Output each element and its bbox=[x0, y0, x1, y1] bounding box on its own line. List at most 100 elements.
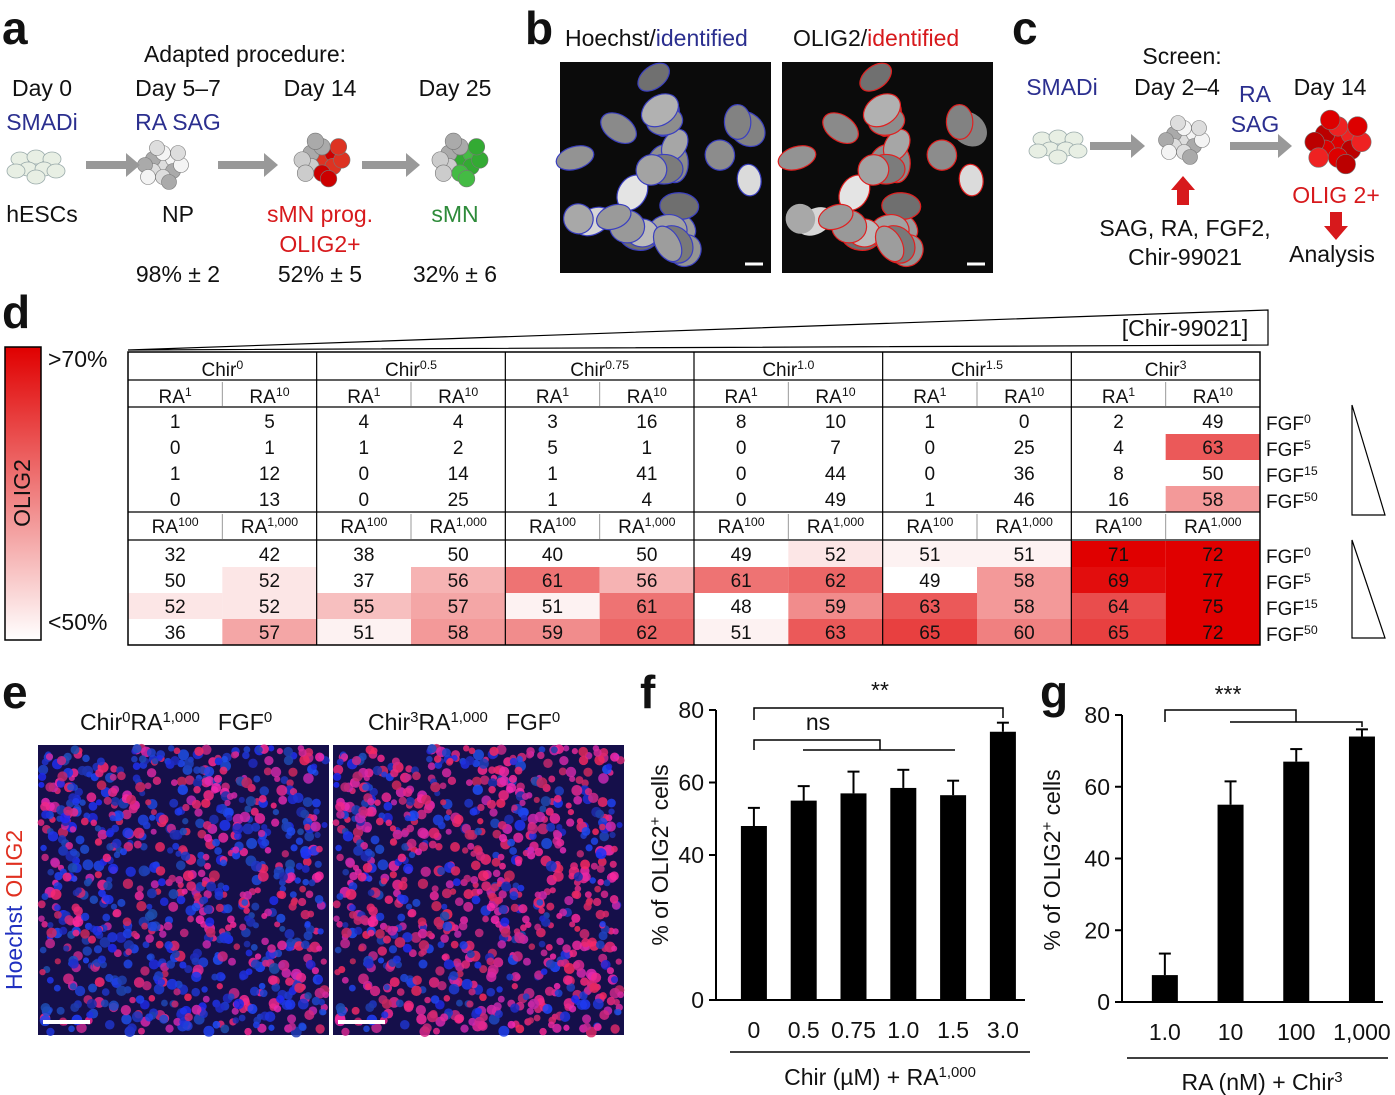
nucleus bbox=[539, 1027, 547, 1036]
nucleus bbox=[333, 781, 340, 788]
heat-cell bbox=[1165, 434, 1260, 460]
nucleus bbox=[304, 747, 314, 757]
nucleus bbox=[492, 869, 501, 878]
nucleus bbox=[184, 775, 195, 785]
nucleus bbox=[239, 811, 251, 823]
superscript: 100 bbox=[744, 515, 765, 529]
nucleus bbox=[110, 765, 118, 773]
nucleus bbox=[349, 958, 356, 965]
nucleus bbox=[150, 880, 159, 889]
nucleus bbox=[608, 808, 615, 815]
nucleus bbox=[592, 998, 604, 1010]
nucleus bbox=[122, 827, 134, 839]
nucleus bbox=[176, 895, 186, 905]
nucleus bbox=[39, 946, 47, 954]
nucleus bbox=[441, 903, 448, 910]
cell-value: 49 bbox=[731, 545, 752, 566]
nucleus bbox=[140, 966, 150, 976]
nucleus bbox=[126, 794, 137, 805]
nucleus bbox=[94, 871, 102, 879]
cell-sphere bbox=[1182, 149, 1198, 165]
nucleus bbox=[202, 940, 212, 949]
chir-header: Chir1.0 bbox=[762, 358, 814, 381]
nucleus bbox=[540, 968, 548, 975]
nucleus bbox=[367, 916, 379, 927]
nucleus bbox=[70, 745, 80, 755]
nucleus bbox=[518, 904, 528, 914]
nucleus bbox=[270, 766, 282, 778]
nucleus bbox=[573, 959, 585, 971]
nucleus bbox=[427, 744, 437, 754]
nucleus bbox=[293, 792, 304, 803]
nucleus bbox=[38, 772, 47, 781]
label-part: cells bbox=[647, 764, 673, 816]
nucleus bbox=[147, 921, 158, 932]
y-tick-label: 40 bbox=[678, 842, 704, 868]
nucleus bbox=[203, 790, 214, 801]
heat-cell bbox=[788, 408, 883, 434]
superscript: 3 bbox=[1334, 1069, 1342, 1086]
nucleus bbox=[219, 819, 231, 831]
nucleus bbox=[295, 972, 307, 983]
label: Day 14 bbox=[1294, 74, 1367, 100]
nucleus bbox=[305, 959, 316, 970]
heat-cell bbox=[411, 619, 506, 645]
heat-cell bbox=[128, 593, 223, 619]
nucleus bbox=[401, 843, 409, 851]
nucleus bbox=[599, 992, 607, 1000]
x-tick-label: 0 bbox=[748, 1017, 761, 1043]
nucleus bbox=[507, 1020, 516, 1029]
nucleus bbox=[364, 848, 373, 857]
nucleus bbox=[294, 982, 305, 994]
nucleus bbox=[311, 996, 321, 1006]
heat-cell bbox=[882, 567, 977, 593]
heat-cell bbox=[694, 567, 789, 593]
x-tick-label: 10 bbox=[1218, 1019, 1244, 1045]
day: Day 0 bbox=[12, 75, 72, 101]
nucleus bbox=[213, 774, 223, 783]
cell-value: 0 bbox=[736, 490, 747, 511]
nucleus bbox=[297, 998, 309, 1010]
nucleus bbox=[486, 902, 496, 912]
nucleus bbox=[117, 771, 126, 781]
nucleus bbox=[88, 984, 95, 991]
cell bbox=[1068, 143, 1088, 159]
nucleus bbox=[278, 890, 287, 900]
nucleus bbox=[537, 751, 545, 760]
heat-cell bbox=[128, 460, 223, 486]
nucleus bbox=[113, 851, 121, 859]
heat-cell bbox=[977, 619, 1072, 645]
nucleus bbox=[550, 746, 558, 754]
nucleus bbox=[168, 889, 179, 900]
nucleus bbox=[171, 950, 180, 959]
nucleus bbox=[321, 821, 328, 829]
nucleus bbox=[294, 877, 301, 884]
ra-header: RA1,000 bbox=[618, 515, 675, 538]
nucleus bbox=[154, 971, 164, 981]
superscript: 0.5 bbox=[420, 358, 437, 372]
nucleus bbox=[342, 868, 350, 876]
nucleus bbox=[499, 776, 510, 786]
nucleus bbox=[173, 1017, 182, 1026]
nucleus bbox=[723, 103, 752, 140]
nucleus bbox=[242, 751, 250, 760]
heat-cell bbox=[882, 460, 977, 486]
nucleus bbox=[340, 753, 349, 761]
cell-sphere bbox=[296, 164, 315, 182]
nucleus bbox=[342, 831, 354, 842]
nucleus bbox=[556, 838, 565, 847]
nucleus bbox=[67, 862, 78, 873]
nucleus bbox=[417, 878, 429, 889]
nucleus bbox=[72, 889, 80, 897]
cell-type: sMN prog. bbox=[267, 201, 373, 227]
cell-value: 1 bbox=[547, 464, 558, 485]
cell-value: 52 bbox=[165, 597, 186, 618]
nucleus bbox=[164, 941, 173, 950]
cell-sphere bbox=[140, 169, 156, 185]
heat-cell bbox=[411, 593, 506, 619]
nucleus bbox=[416, 1014, 427, 1025]
nucleus bbox=[259, 989, 268, 998]
nucleus bbox=[553, 982, 561, 990]
nucleus bbox=[302, 857, 312, 867]
nucleus bbox=[593, 1023, 602, 1031]
